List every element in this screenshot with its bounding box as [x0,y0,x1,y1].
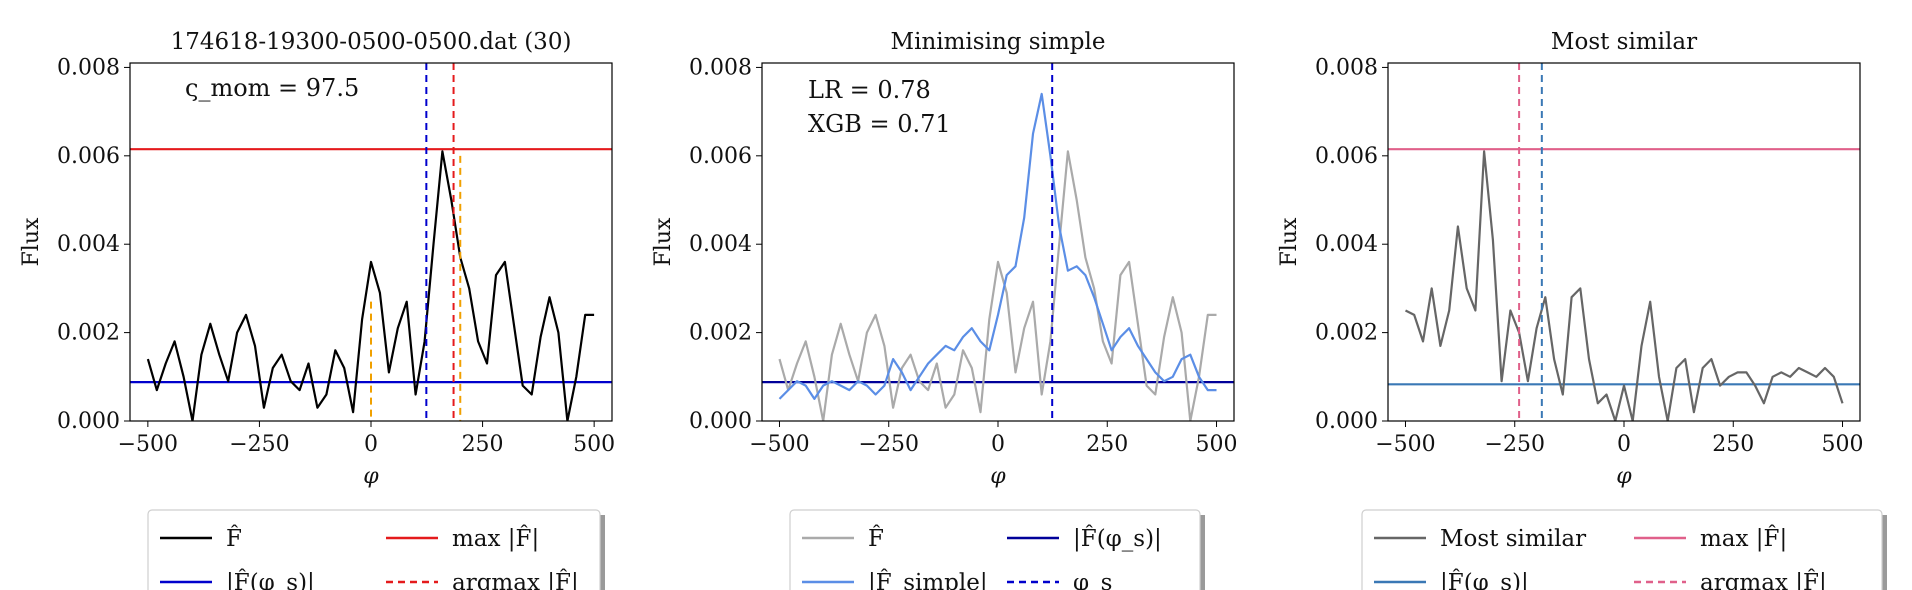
x-tick-label: −500 [118,432,178,457]
legend-label: φ_s [1073,570,1112,590]
x-tick-label: 250 [1086,432,1128,457]
x-tick-label: 500 [1196,432,1238,457]
legend-label: F̂ [868,526,884,552]
y-tick-label: 0.008 [689,55,752,80]
y-tick-label: 0.002 [689,321,752,346]
series-line [778,92,1217,400]
chart-title: Minimising simple [891,29,1106,55]
legend-label: argmax |F̂| [452,570,579,590]
y-axis-label: Flux [651,217,676,266]
y-tick-label: 0.008 [1315,55,1378,80]
y-tick-label: 0.000 [1315,409,1378,434]
x-tick-label: 0 [1617,432,1631,457]
y-axis-label: Flux [1277,217,1302,266]
legend-label: |F̂(φ_s)| [1440,570,1529,590]
chart-title: 174618-19300-0500-0500.dat (30) [171,29,572,55]
annotation: XGB = 0.71 [808,110,951,138]
y-tick-label: 0.006 [1315,144,1378,169]
plot-frame [129,62,613,422]
y-tick-label: 0.000 [689,409,752,434]
series-line [146,150,595,421]
legend: F̂ |F̂(φ_s)| |F̂_simple| φ_s [789,509,1205,590]
legend-label: argmax |F̂| [1700,570,1827,590]
legend-box [789,509,1201,590]
y-tick-label: 0.006 [57,144,120,169]
legend-label: |F̂(φ_s)| [1073,526,1162,552]
x-tick-label: 250 [462,432,504,457]
y-tick-label: 0.004 [1315,232,1378,257]
legend-label: |F̂(φ_s)| [226,570,315,590]
series-line [1405,150,1844,421]
y-axis-label: Flux [19,217,44,266]
x-tick-label: −500 [1375,432,1435,457]
legend: F̂ max |F̂| |F̂(φ_s)| argmax |F̂| [147,509,605,590]
y-tick-label: 0.002 [1315,321,1378,346]
x-axis-label: φ [990,464,1006,489]
x-tick-label: 500 [573,432,615,457]
legend-label: max |F̂| [1700,526,1787,552]
x-tick-label: 500 [1822,432,1864,457]
panel-2: Minimising simple −500 −250 0 250 500 0.000 0.0… [651,29,1238,590]
y-tick-label: 0.008 [57,55,120,80]
x-tick-label: −500 [749,432,809,457]
legend-label: max |F̂| [452,526,539,552]
x-tick-label: −250 [1485,432,1545,457]
x-tick-label: 0 [991,432,1005,457]
legend: Most similar max |F̂| |F̂(φ_s)| argmax |F̂| [1361,509,1887,590]
x-tick-label: −250 [229,432,289,457]
annotation: LR = 0.78 [808,76,931,104]
annotation: ς_mom = 97.5 [185,74,359,102]
x-axis-label: φ [1616,464,1632,489]
x-axis-label: φ [363,464,379,489]
y-tick-label: 0.002 [57,321,120,346]
plot-frame [761,62,1235,422]
legend-box [147,509,601,590]
panel-1: 174618-19300-0500-0500.dat (30) −500 −250 0… [19,29,615,590]
chart-title: Most similar [1551,29,1697,55]
legend-label: Most similar [1440,526,1586,552]
y-tick-label: 0.004 [57,232,120,257]
x-tick-label: 0 [364,432,378,457]
panel-3: Most similar −500 −250 0 250 500 0.000 0.002 0.0… [1277,29,1887,590]
plot-frame [1387,62,1861,422]
x-tick-label: −250 [859,432,919,457]
series-line [778,150,1217,421]
x-tick-label: 250 [1712,432,1754,457]
legend-box [1361,509,1883,590]
y-tick-label: 0.004 [689,232,752,257]
legend-label: |F̂_simple| [868,570,988,590]
y-tick-label: 0.006 [689,144,752,169]
legend-label: F̂ [226,526,242,552]
y-tick-label: 0.000 [57,409,120,434]
